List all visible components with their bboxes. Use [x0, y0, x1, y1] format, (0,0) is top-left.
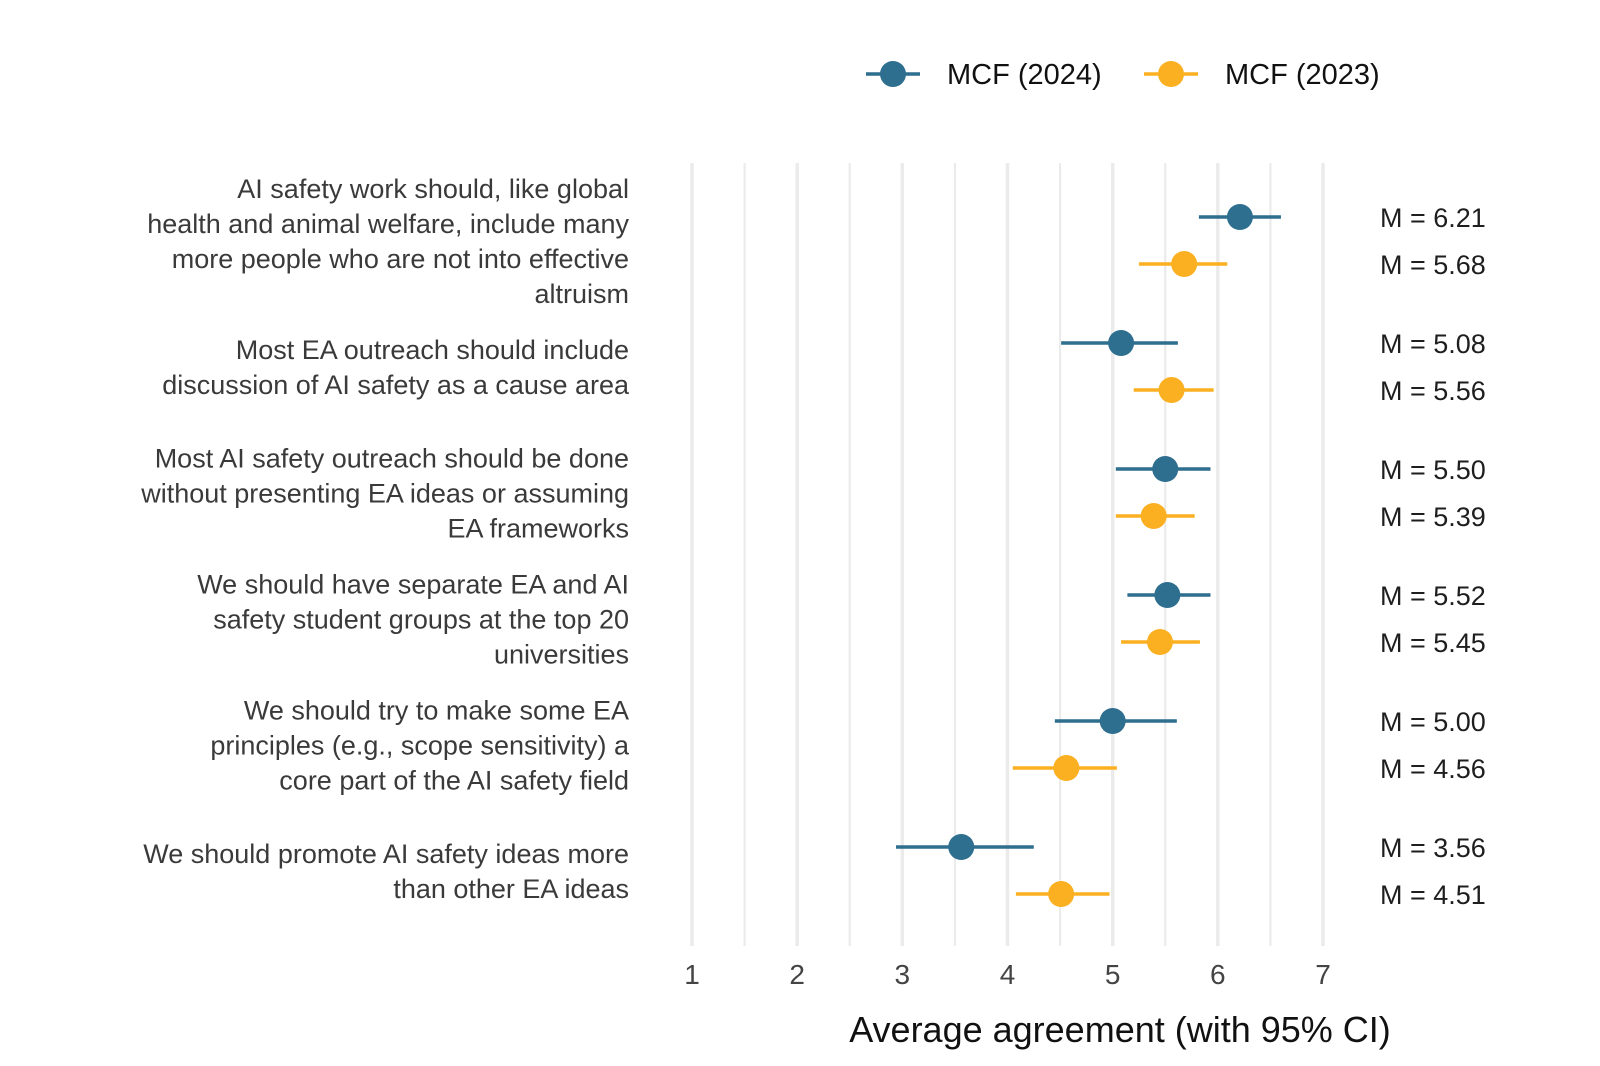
- category-label-line: principles (e.g., scope sensitivity) a: [210, 731, 630, 761]
- x-axis-title: Average agreement (with 95% CI): [849, 1009, 1391, 1050]
- legend-label-2023: MCF (2023): [1225, 59, 1380, 91]
- mean-label-2024: M = 5.52: [1380, 581, 1486, 611]
- x-tick-label: 3: [895, 959, 911, 990]
- category-label-line: core part of the AI safety field: [279, 766, 629, 796]
- mean-point-2024: [1099, 708, 1126, 734]
- legend-marker-2024: [880, 61, 906, 87]
- data-point-group-2023: [1138, 251, 1228, 277]
- mean-label-2024: M = 6.21: [1380, 203, 1486, 233]
- data-point-group-2023: [1012, 755, 1117, 781]
- data-point-group-2024: [1115, 456, 1211, 482]
- x-tick-label: 2: [789, 959, 805, 990]
- category-label-line: universities: [494, 640, 629, 670]
- category-label-line: Most EA outreach should include: [236, 335, 629, 365]
- x-axis-ticks: 1 2 3 4 5 6 7: [684, 959, 1331, 990]
- mean-point-2023: [1171, 251, 1198, 277]
- data-point-group-2024: [1061, 330, 1178, 356]
- mean-labels: M = 6.21 M = 5.68 M = 5.08 M = 5.56 M = 5.50…: [1380, 203, 1486, 910]
- category-label: Most AI safety outreach should be done wi…: [140, 444, 629, 544]
- data-point-group-2024: [1127, 582, 1211, 608]
- category-label-line: health and animal welfare, include many: [147, 209, 629, 239]
- mean-label-2023: M = 5.39: [1380, 502, 1486, 532]
- category-label-line: safety student groups at the top 20: [213, 605, 629, 635]
- legend: MCF (2024) MCF (2023): [866, 59, 1380, 91]
- legend-item-2023[interactable]: MCF (2023): [1144, 59, 1380, 91]
- category-label: Most EA outreach should include discussio…: [162, 335, 630, 400]
- category-label-line: without presenting EA ideas or assuming: [140, 479, 629, 509]
- category-labels: AI safety work should, like global health…: [140, 174, 630, 904]
- data-point-group-2024: [1054, 708, 1177, 734]
- category-label-line: discussion of AI safety as a cause area: [162, 370, 630, 400]
- legend-marker-2023: [1158, 61, 1184, 87]
- x-tick-label: 4: [1000, 959, 1016, 990]
- gridlines: [690, 163, 1325, 946]
- category-label: We should try to make some EA principles …: [210, 696, 630, 796]
- category-label: AI safety work should, like global health…: [147, 174, 629, 309]
- category-label-line: EA frameworks: [447, 514, 629, 544]
- category-label-line: We should promote AI safety ideas more: [143, 839, 629, 869]
- category-label: We should promote AI safety ideas more th…: [143, 839, 629, 904]
- mean-point-2023: [1146, 629, 1173, 655]
- mean-label-2023: M = 4.51: [1380, 880, 1486, 910]
- mean-label-2023: M = 5.45: [1380, 628, 1486, 658]
- mean-point-2023: [1048, 881, 1075, 907]
- mean-label-2024: M = 3.56: [1380, 833, 1486, 863]
- data-point-group-2023: [1121, 629, 1200, 655]
- data-point-group-2023: [1015, 881, 1110, 907]
- x-tick-label: 1: [684, 959, 700, 990]
- mean-label-2023: M = 5.68: [1380, 250, 1486, 280]
- category-label-line: AI safety work should, like global: [237, 174, 629, 204]
- mean-label-2024: M = 5.50: [1380, 455, 1486, 485]
- mean-point-2024: [1154, 582, 1181, 608]
- mean-point-2023: [1158, 377, 1185, 403]
- legend-item-2024[interactable]: MCF (2024): [866, 59, 1102, 91]
- data-marks: [896, 204, 1281, 907]
- mean-point-2023: [1053, 755, 1080, 781]
- mean-label-2024: M = 5.08: [1380, 329, 1486, 359]
- category-label-line: We should have separate EA and AI: [197, 570, 629, 600]
- x-tick-label: 7: [1315, 959, 1331, 990]
- category-label-line: altruism: [534, 279, 629, 309]
- data-point-group-2024: [1198, 204, 1281, 230]
- mean-label-2023: M = 4.56: [1380, 754, 1486, 784]
- mean-point-2024: [948, 834, 975, 860]
- mean-label-2023: M = 5.56: [1380, 376, 1486, 406]
- mean-point-2023: [1140, 503, 1167, 529]
- category-label-line: than other EA ideas: [393, 874, 629, 904]
- x-tick-label: 5: [1105, 959, 1121, 990]
- data-point-group-2024: [896, 834, 1034, 860]
- data-point-group-2023: [1133, 377, 1214, 403]
- mean-point-2024: [1226, 204, 1253, 230]
- mean-point-2024: [1108, 330, 1135, 356]
- category-label: We should have separate EA and AI safety …: [197, 570, 629, 670]
- category-label-line: We should try to make some EA: [244, 696, 629, 726]
- category-label-line: more people who are not into effective: [172, 244, 629, 274]
- category-label-line: Most AI safety outreach should be done: [155, 444, 629, 474]
- legend-label-2024: MCF (2024): [947, 59, 1102, 91]
- mean-point-2024: [1152, 456, 1179, 482]
- mean-label-2024: M = 5.00: [1380, 707, 1486, 737]
- x-tick-label: 6: [1210, 959, 1226, 990]
- data-point-group-2023: [1115, 503, 1195, 529]
